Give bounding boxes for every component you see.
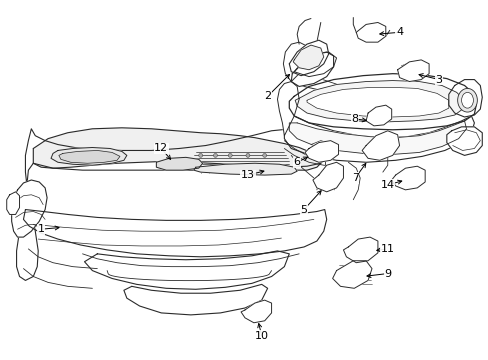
Polygon shape <box>366 105 391 126</box>
Polygon shape <box>23 210 326 257</box>
Polygon shape <box>84 251 289 289</box>
Polygon shape <box>289 40 328 76</box>
Text: 14: 14 <box>380 180 394 190</box>
Text: 4: 4 <box>395 27 402 37</box>
Ellipse shape <box>213 153 217 157</box>
Ellipse shape <box>198 153 202 157</box>
Polygon shape <box>446 127 481 156</box>
Polygon shape <box>12 180 47 237</box>
Text: 8: 8 <box>351 114 358 124</box>
Polygon shape <box>123 284 267 315</box>
Polygon shape <box>362 131 399 160</box>
Polygon shape <box>356 22 385 42</box>
Ellipse shape <box>245 153 249 157</box>
Polygon shape <box>283 42 310 82</box>
Text: 1: 1 <box>38 224 44 234</box>
Polygon shape <box>289 74 475 130</box>
Polygon shape <box>156 157 202 170</box>
Text: 7: 7 <box>351 173 358 183</box>
Text: 13: 13 <box>241 170 254 180</box>
Polygon shape <box>59 150 120 163</box>
Polygon shape <box>241 300 271 323</box>
Ellipse shape <box>262 153 266 157</box>
Polygon shape <box>312 162 343 192</box>
Polygon shape <box>284 116 473 162</box>
Polygon shape <box>293 45 323 70</box>
Text: 5: 5 <box>300 204 307 215</box>
Polygon shape <box>289 121 466 154</box>
Polygon shape <box>17 129 328 280</box>
Polygon shape <box>448 80 481 117</box>
Polygon shape <box>291 52 333 86</box>
Text: 12: 12 <box>154 144 168 153</box>
Text: 3: 3 <box>434 75 442 85</box>
Polygon shape <box>193 163 297 175</box>
Polygon shape <box>295 81 464 122</box>
Text: 11: 11 <box>380 244 394 254</box>
Text: 9: 9 <box>384 269 390 279</box>
Polygon shape <box>343 237 377 263</box>
Polygon shape <box>391 166 424 190</box>
Text: 2: 2 <box>264 91 271 101</box>
Polygon shape <box>294 52 336 77</box>
Ellipse shape <box>457 89 476 112</box>
Polygon shape <box>305 141 338 162</box>
Polygon shape <box>397 60 428 82</box>
Polygon shape <box>7 192 20 215</box>
Text: 6: 6 <box>293 157 300 167</box>
Polygon shape <box>277 82 299 136</box>
Polygon shape <box>51 148 126 165</box>
Text: 10: 10 <box>254 330 268 341</box>
Ellipse shape <box>228 153 232 157</box>
Polygon shape <box>306 87 448 117</box>
Polygon shape <box>332 261 371 288</box>
Ellipse shape <box>461 93 472 108</box>
Polygon shape <box>33 128 320 170</box>
